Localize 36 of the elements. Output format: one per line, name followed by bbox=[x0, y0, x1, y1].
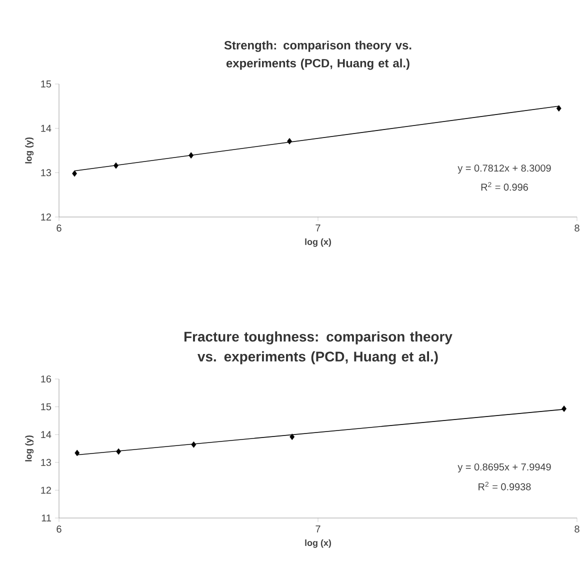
point bbox=[556, 105, 562, 112]
annotation: R$^{2}$ = 0.996 bbox=[481, 182, 528, 191]
annotation: R$^{2}$ = 0.9938 bbox=[478, 482, 531, 490]
x-tick-label: 7 bbox=[316, 224, 320, 232]
annotation: y = 0.7812x + 8.3009 bbox=[458, 164, 551, 174]
y-tick-label: 14 bbox=[41, 124, 52, 132]
chart-title: Fracture toughness: comparison theory vs. experiments (PCD, Huang et al.) bbox=[184, 331, 452, 364]
point bbox=[116, 448, 122, 455]
point bbox=[114, 162, 118, 169]
y-tick-label: 16 bbox=[41, 375, 52, 383]
annotation: y = 0.8695x + 7.9949 bbox=[458, 463, 551, 472]
y-tick-label: 15 bbox=[41, 403, 52, 410]
x-axis-title: log (x) bbox=[305, 238, 332, 247]
y-axis-title: log (y) bbox=[25, 137, 34, 164]
x-tick-label: 8 bbox=[574, 224, 580, 232]
point bbox=[287, 138, 292, 144]
y-tick-label: 12 bbox=[41, 214, 51, 220]
y-tick-label: 14 bbox=[41, 431, 52, 438]
y-tick-label: 15 bbox=[41, 80, 52, 88]
point bbox=[290, 434, 295, 440]
point bbox=[191, 441, 196, 448]
point bbox=[72, 170, 77, 177]
x-tick-label: 6 bbox=[56, 224, 62, 232]
y-tick-label: 13 bbox=[41, 169, 52, 176]
y-tick-label: 11 bbox=[42, 514, 51, 522]
chart-title: Strength: comparison theory vs. experiments (PCD, Huang et al.) bbox=[224, 40, 412, 70]
y-axis-title: log (y) bbox=[25, 435, 34, 462]
x-tick-label: 6 bbox=[56, 526, 62, 533]
point bbox=[562, 406, 567, 412]
y-tick-label: 12 bbox=[41, 486, 51, 494]
y-tick-label: 13 bbox=[41, 458, 52, 466]
point bbox=[188, 152, 194, 159]
x-tick-label: 8 bbox=[574, 526, 580, 533]
x-tick-label: 7 bbox=[316, 526, 320, 532]
x-axis-title: log (x) bbox=[305, 539, 332, 548]
point bbox=[74, 450, 80, 456]
